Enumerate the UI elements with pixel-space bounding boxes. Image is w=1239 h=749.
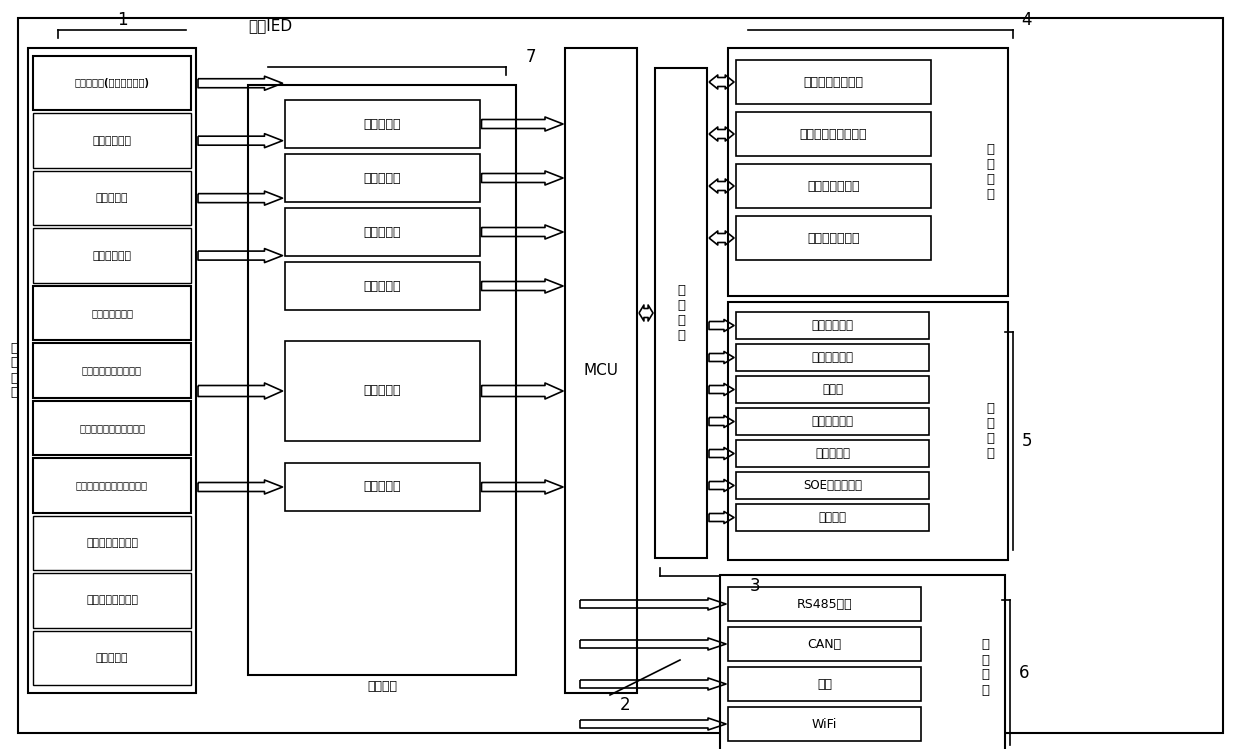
Bar: [736, 472, 929, 499]
Bar: [736, 112, 930, 156]
Bar: [33, 286, 191, 340]
Text: 电气量: 电气量: [821, 383, 843, 396]
Bar: [736, 216, 930, 260]
Text: 电子式电流互感器: 电子式电流互感器: [85, 538, 138, 548]
Bar: [729, 48, 1009, 296]
Bar: [729, 707, 921, 741]
Text: 1: 1: [116, 11, 128, 29]
Text: 控
制
单
元: 控 制 单 元: [986, 143, 994, 201]
Text: 霍尔传感器: 霍尔传感器: [363, 384, 400, 398]
Bar: [33, 228, 191, 283]
Text: 电子式电压互感器: 电子式电压互感器: [85, 595, 138, 605]
Bar: [736, 504, 929, 531]
Bar: [33, 458, 191, 512]
Text: 采
集
单
元: 采 集 单 元: [10, 342, 19, 399]
Text: 模数转换器: 模数转换器: [363, 225, 400, 238]
Text: 转换电路: 转换电路: [367, 681, 396, 694]
Bar: [33, 343, 191, 398]
Text: 5: 5: [1022, 432, 1032, 450]
Text: 电动底盘车电机电流互感器: 电动底盘车电机电流互感器: [76, 480, 147, 491]
Text: 无线温度数据: 无线温度数据: [812, 415, 854, 428]
Bar: [33, 401, 191, 455]
Bar: [285, 262, 479, 310]
Bar: [285, 100, 479, 148]
Bar: [248, 85, 515, 675]
Bar: [736, 440, 929, 467]
Bar: [565, 48, 637, 693]
Text: 电动底盘车控制单元: 电动底盘车控制单元: [799, 127, 867, 141]
Text: 带电传感器: 带电传感器: [95, 193, 129, 203]
Text: 温湿度数据: 温湿度数据: [815, 447, 850, 460]
Bar: [33, 631, 191, 685]
Text: 模数转换器: 模数转换器: [363, 118, 400, 130]
Text: 弧光传感器: 弧光传感器: [95, 653, 129, 663]
Bar: [655, 68, 707, 558]
Text: 3: 3: [750, 577, 761, 595]
Bar: [736, 376, 929, 403]
Bar: [285, 208, 479, 256]
Bar: [729, 302, 1009, 560]
Bar: [285, 463, 479, 511]
Text: 人
机
界
面: 人 机 界 面: [676, 284, 685, 342]
Text: 通
讯
单
元: 通 讯 单 元: [981, 638, 989, 697]
Text: 告警信息: 告警信息: [819, 511, 846, 524]
Bar: [736, 60, 930, 104]
Text: 模数转换器: 模数转换器: [363, 279, 400, 293]
Bar: [28, 48, 196, 693]
Text: 4: 4: [1021, 11, 1031, 29]
Bar: [720, 575, 1005, 749]
Text: 电动地刀电机电流互感器: 电动地刀电机电流互感器: [79, 423, 145, 433]
Bar: [33, 515, 191, 570]
Bar: [729, 667, 921, 701]
Text: 开关量传感器: 开关量传感器: [93, 251, 131, 261]
Text: RS485接口: RS485接口: [797, 598, 852, 610]
Bar: [736, 408, 929, 435]
Text: 模数转换器: 模数转换器: [363, 481, 400, 494]
Text: 温湿度控制单元: 温湿度控制单元: [808, 231, 860, 244]
Text: CAN口: CAN口: [808, 637, 841, 650]
Bar: [33, 171, 191, 225]
Text: 电动地刀控制单元: 电动地刀控制单元: [804, 76, 864, 88]
Text: 7: 7: [525, 48, 536, 66]
Bar: [285, 341, 479, 441]
Bar: [736, 344, 929, 371]
Bar: [729, 627, 921, 661]
Bar: [285, 154, 479, 202]
Bar: [729, 587, 921, 621]
Text: WiFi: WiFi: [812, 718, 838, 730]
Text: 三相带电数据: 三相带电数据: [812, 351, 854, 364]
Text: 储能电流互感器: 储能电流互感器: [90, 308, 133, 318]
Text: 温湿度传感器: 温湿度传感器: [93, 136, 131, 146]
Text: 网口: 网口: [817, 678, 833, 691]
Text: 2: 2: [620, 696, 631, 714]
Bar: [33, 56, 191, 110]
Bar: [736, 312, 929, 339]
Bar: [33, 113, 191, 168]
Text: 模数转换器: 模数转换器: [363, 172, 400, 184]
Text: 6: 6: [1018, 664, 1030, 682]
Text: 显
示
单
元: 显 示 单 元: [986, 402, 994, 460]
Text: 一次主接线图: 一次主接线图: [812, 319, 854, 332]
Text: 断路器控制单元: 断路器控制单元: [808, 180, 860, 192]
Text: MCU: MCU: [584, 363, 618, 378]
Text: 分合闸回路电流互感器: 分合闸回路电流互感器: [82, 366, 142, 375]
Bar: [33, 573, 191, 628]
Text: 智能IED: 智能IED: [248, 19, 292, 34]
Text: SOE、遥控记录: SOE、遥控记录: [803, 479, 862, 492]
Text: 温度传感器(无线或者光纤): 温度传感器(无线或者光纤): [74, 78, 150, 88]
Bar: [736, 164, 930, 208]
